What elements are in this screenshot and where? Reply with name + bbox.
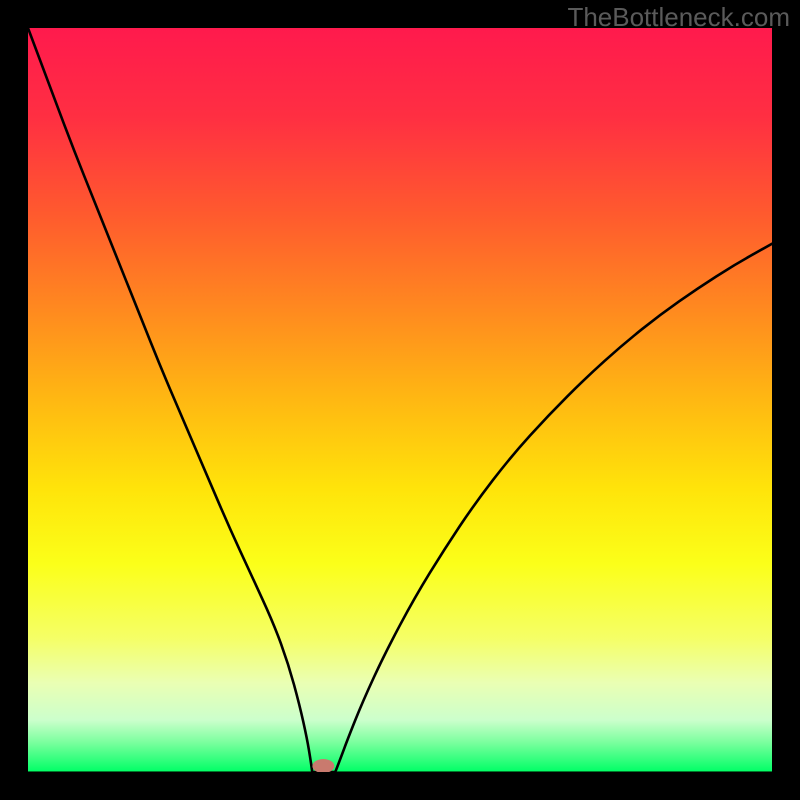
chart-svg [28, 28, 772, 772]
plot-area [28, 28, 772, 772]
chart-stage: TheBottleneck.com [0, 0, 800, 800]
gradient-background [28, 28, 772, 772]
watermark-label: TheBottleneck.com [567, 2, 790, 33]
